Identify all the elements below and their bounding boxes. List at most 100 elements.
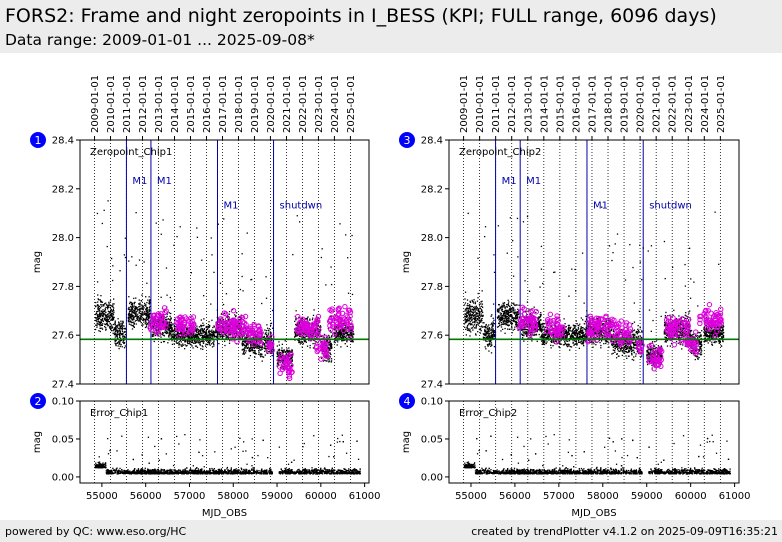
data-point xyxy=(161,333,163,335)
data-point xyxy=(142,307,144,309)
event-label: M1 xyxy=(132,176,147,187)
data-point xyxy=(102,462,104,464)
data-point xyxy=(112,316,114,318)
night-point xyxy=(251,341,257,347)
data-point xyxy=(343,336,345,339)
data-point xyxy=(265,334,268,336)
night-point xyxy=(160,324,166,330)
data-point xyxy=(115,344,117,347)
data-point xyxy=(212,337,214,339)
data-point xyxy=(333,333,335,335)
data-point xyxy=(97,305,99,307)
data-point xyxy=(145,308,148,310)
data-point xyxy=(346,332,348,334)
data-point xyxy=(281,350,284,353)
data-point xyxy=(96,281,99,283)
data-point xyxy=(328,334,330,337)
data-point xyxy=(172,329,174,331)
data-point xyxy=(209,344,211,346)
data-point xyxy=(98,310,100,312)
data-point xyxy=(142,314,144,316)
data-point xyxy=(207,341,209,344)
data-point xyxy=(329,352,331,354)
data-point xyxy=(254,344,257,346)
data-point xyxy=(305,341,307,343)
data-point xyxy=(207,334,209,336)
data-point xyxy=(214,336,216,338)
data-point xyxy=(200,324,203,327)
data-point xyxy=(104,302,106,305)
data-point xyxy=(120,320,122,322)
data-point xyxy=(267,332,270,334)
y-tick-label: 28.4 xyxy=(52,136,74,147)
data-point xyxy=(187,335,189,337)
data-point xyxy=(118,329,120,332)
data-point xyxy=(189,341,191,343)
data-point xyxy=(144,312,146,314)
data-point xyxy=(163,340,166,343)
data-point xyxy=(322,348,324,350)
data-point xyxy=(203,334,206,336)
data-point xyxy=(317,324,320,327)
data-point xyxy=(114,336,117,338)
night-point xyxy=(336,324,343,330)
data-point xyxy=(250,346,253,348)
data-point xyxy=(109,304,111,306)
data-point xyxy=(128,296,130,298)
data-point xyxy=(248,350,251,353)
data-point xyxy=(148,296,150,298)
data-point xyxy=(145,316,148,319)
night-point xyxy=(313,343,320,350)
data-point xyxy=(148,300,151,302)
data-point xyxy=(108,306,110,308)
data-point xyxy=(164,318,167,321)
data-point xyxy=(268,337,270,339)
data-point xyxy=(114,333,116,336)
data-point xyxy=(337,337,339,339)
data-point xyxy=(165,319,167,321)
data-point xyxy=(110,257,113,260)
data-point xyxy=(160,316,163,319)
data-point xyxy=(143,319,145,321)
data-point xyxy=(136,310,138,312)
date-tick-label: 2018-01-01 xyxy=(234,75,245,133)
data-point xyxy=(172,336,175,339)
data-point xyxy=(229,334,231,336)
data-point xyxy=(120,333,123,336)
data-point xyxy=(340,332,342,335)
data-point xyxy=(243,343,245,346)
data-point xyxy=(105,320,107,322)
data-point xyxy=(207,340,210,343)
data-point xyxy=(311,319,314,321)
data-point xyxy=(128,323,130,325)
data-point xyxy=(146,307,148,309)
data-point xyxy=(346,345,348,348)
data-point xyxy=(277,349,279,351)
data-point xyxy=(222,318,225,321)
data-point xyxy=(140,307,142,309)
data-point xyxy=(180,333,183,335)
data-point xyxy=(133,325,135,328)
data-point xyxy=(269,350,271,352)
data-point xyxy=(243,350,246,352)
data-point xyxy=(303,336,305,338)
data-point xyxy=(116,342,118,345)
data-point xyxy=(259,353,261,355)
night-point xyxy=(285,353,292,360)
data-point xyxy=(209,336,211,339)
data-point xyxy=(112,313,115,315)
data-point xyxy=(243,353,245,355)
data-point xyxy=(271,339,273,341)
data-point xyxy=(100,304,102,306)
data-point xyxy=(119,333,121,335)
data-point xyxy=(251,468,253,470)
data-point xyxy=(264,343,266,345)
night-point xyxy=(286,368,293,374)
data-point xyxy=(131,313,133,315)
data-point xyxy=(317,342,319,344)
data-point xyxy=(218,333,220,336)
data-point xyxy=(252,469,254,471)
data-point xyxy=(121,336,124,338)
data-point xyxy=(261,360,263,362)
data-point xyxy=(159,332,161,334)
